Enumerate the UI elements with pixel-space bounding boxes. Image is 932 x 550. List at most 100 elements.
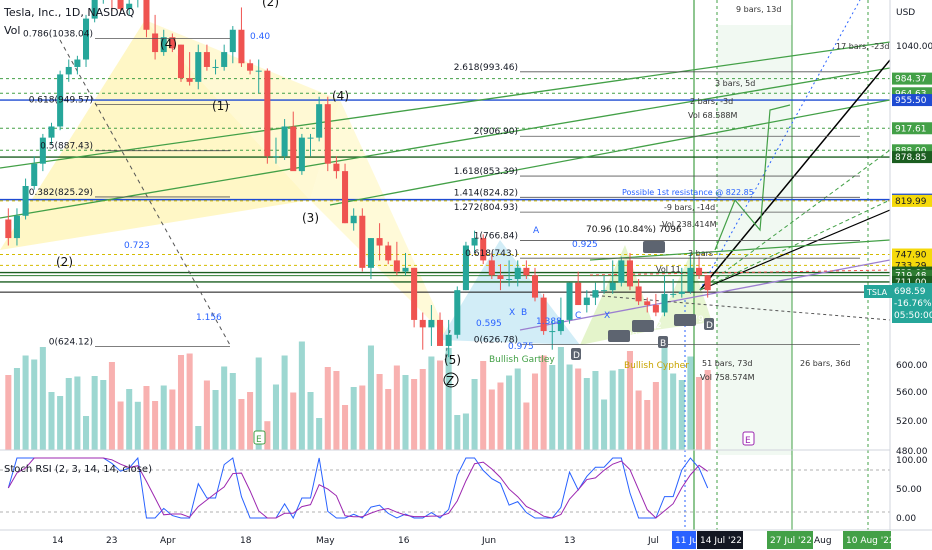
volume-bar	[39, 347, 46, 450]
current-change: -16.76%	[894, 299, 932, 309]
projection-box	[717, 25, 792, 455]
volume-bar	[212, 390, 219, 450]
volume-bar	[462, 413, 469, 450]
candle-body	[583, 297, 590, 306]
candle-body	[160, 37, 167, 53]
volume-bar	[549, 365, 556, 450]
volume-bar	[143, 386, 150, 450]
volume-bar	[419, 369, 426, 450]
volume-bar	[566, 364, 573, 450]
ratio-label: 1.388	[536, 317, 562, 327]
volume-bar	[652, 382, 659, 450]
volume-bar	[609, 370, 616, 450]
volume-bar	[437, 360, 444, 450]
candle-body	[419, 319, 426, 328]
volume-bar	[540, 355, 547, 450]
candle-body	[212, 66, 219, 68]
wave-label: (1)	[212, 99, 229, 113]
candle-body	[83, 18, 90, 60]
candle-body	[488, 260, 495, 276]
price-tick: 480.00	[896, 447, 928, 457]
price-badge	[892, 122, 932, 135]
candle-body	[497, 275, 504, 279]
bars-note: 2 bars, -3d	[690, 97, 733, 106]
volume-bar	[411, 379, 418, 450]
candle-body	[22, 186, 29, 216]
volume-bar	[445, 348, 452, 450]
candle-body	[428, 319, 435, 328]
wave-label: (2)	[262, 0, 279, 9]
candle-body	[31, 163, 38, 186]
pattern-name: Bullish Cypher	[624, 361, 689, 371]
candle-body	[203, 52, 210, 67]
fib-label: 0.786(1038.04)	[23, 30, 93, 40]
ratio-label: 1.156	[196, 313, 222, 323]
earnings-marker: E	[256, 435, 262, 445]
time-axis[interactable]: 14 23 Apr 18 May 16 Jun 13 Jul 11 Ju 14 …	[0, 529, 932, 550]
candle-body	[316, 104, 323, 138]
volume-bar	[626, 351, 633, 450]
volume-bar	[575, 368, 582, 450]
price-badge-label: 711.00	[895, 278, 927, 288]
volume-bar	[661, 347, 668, 450]
candle-body	[549, 331, 556, 333]
candle-body	[177, 44, 185, 79]
candle-body	[91, 0, 98, 19]
candle-body	[57, 74, 64, 127]
candle-body	[531, 275, 539, 298]
wave-label: (2)	[56, 255, 73, 269]
candle-body	[367, 238, 374, 268]
candle-body	[635, 286, 642, 302]
fib-label: 1.272(804.93)	[454, 203, 518, 213]
price-tick: 560.00	[896, 388, 928, 398]
volume-bar	[247, 392, 254, 450]
pattern-point: B	[521, 308, 527, 318]
volume-bar	[281, 355, 288, 450]
time-tick: 13	[564, 536, 575, 546]
volume-bar	[57, 396, 64, 450]
pattern-name: Bullish Gartley	[489, 355, 555, 365]
volume-bar	[531, 373, 539, 450]
volume-bar	[186, 353, 193, 450]
candle-body	[402, 267, 409, 272]
fib-label: 0.382(825.29)	[29, 188, 93, 198]
vol-note: Vol 238.414M	[662, 220, 717, 229]
ratio-label: 0.595	[476, 319, 502, 329]
volume-bar	[488, 389, 495, 450]
candle-body	[39, 137, 46, 164]
price-axis[interactable]: USD 1040.00 600.00 560.00 520.00 480.00 …	[864, 0, 932, 550]
candle-body	[13, 215, 20, 239]
price-badge-label: 747.90	[895, 251, 927, 261]
pattern-point: D	[706, 321, 713, 331]
volume-bar	[74, 376, 81, 450]
candle-body	[186, 78, 193, 82]
vol-note: Vol 11	[656, 265, 681, 274]
volume-title: Vol	[4, 24, 20, 37]
volume-bar	[31, 359, 38, 450]
price-candles	[5, 0, 711, 358]
volume-bar	[670, 373, 677, 450]
candle-body	[480, 238, 487, 261]
candle-body	[652, 305, 659, 313]
candle-body	[74, 59, 81, 67]
volume-bar	[238, 399, 245, 450]
volume-bar	[126, 389, 133, 450]
volume-bar	[108, 362, 115, 450]
candle-body	[557, 319, 564, 332]
symbol-title: Tesla, Inc., 1D, NASDAQ	[3, 6, 135, 19]
candle-body	[126, 3, 133, 9]
volume-bar	[359, 385, 366, 450]
currency-label: USD	[896, 8, 915, 18]
candle-body	[342, 171, 349, 224]
candle-body	[264, 70, 271, 157]
candle-body	[143, 0, 150, 30]
volume-bar	[177, 355, 185, 450]
volume-bar	[601, 399, 608, 450]
candle-body	[462, 245, 469, 291]
bars-note: 26 bars, 36d	[800, 359, 851, 368]
volume-bar	[307, 392, 314, 450]
volume-bar	[350, 387, 357, 450]
volume-bar	[402, 375, 409, 450]
candle-body	[272, 156, 279, 158]
